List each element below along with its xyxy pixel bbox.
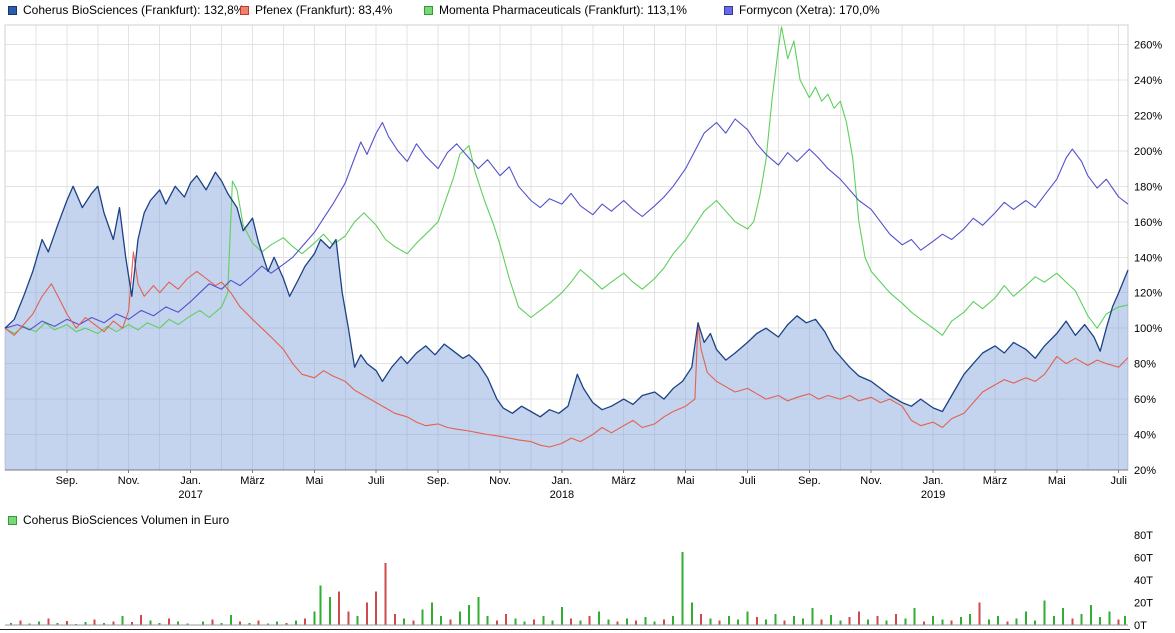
svg-text:140%: 140% xyxy=(1134,252,1162,264)
svg-text:Jan.: Jan. xyxy=(180,475,201,487)
legend-label-coherus: Coherus BioSciences (Frankfurt): 132,8% xyxy=(23,3,245,17)
svg-text:120%: 120% xyxy=(1134,288,1162,300)
svg-text:20%: 20% xyxy=(1134,465,1156,477)
series-line-pfenex xyxy=(4,251,1129,448)
svg-text:Mai: Mai xyxy=(677,475,695,487)
volume-swatch-icon xyxy=(8,515,17,525)
series-line-momenta xyxy=(4,26,1129,336)
svg-text:Sep.: Sep. xyxy=(798,475,821,487)
volume-legend-label: Coherus BioSciences Volumen in Euro xyxy=(23,513,230,527)
svg-text:Sep.: Sep. xyxy=(427,475,450,487)
legend-item-pfenex: Pfenex (Frankfurt): 83,4% xyxy=(240,3,392,17)
svg-text:Juli: Juli xyxy=(1110,475,1127,487)
svg-text:Mai: Mai xyxy=(306,475,324,487)
svg-text:200%: 200% xyxy=(1134,146,1162,158)
grid-lines xyxy=(5,25,1128,471)
svg-text:März: März xyxy=(983,475,1007,487)
price-chart[interactable]: Sep. Nov. Jan. März Mai Juli Sep. Nov. Jan. März M… xyxy=(0,0,1175,510)
pfenex-swatch-icon xyxy=(240,5,249,15)
x-axis-labels: Sep. Nov. Jan. März Mai Juli Sep. Nov. Jan. März M… xyxy=(56,470,1127,501)
svg-text:Juli: Juli xyxy=(368,475,385,487)
legend-label-momenta: Momenta Pharmaceuticals (Frankfurt): 113… xyxy=(439,3,687,17)
legend-item-formycon: Formycon (Xetra): 170,0% xyxy=(724,3,880,17)
svg-text:März: März xyxy=(240,475,264,487)
volume-legend: Coherus BioSciences Volumen in Euro xyxy=(0,513,1175,529)
svg-text:100%: 100% xyxy=(1134,323,1162,335)
legend-item-coherus: Coherus BioSciences (Frankfurt): 132,8% xyxy=(8,3,244,17)
svg-text:60%: 60% xyxy=(1134,394,1156,406)
svg-text:80T: 80T xyxy=(1134,530,1153,542)
formycon-swatch-icon xyxy=(724,5,733,15)
svg-text:40%: 40% xyxy=(1134,430,1156,442)
svg-text:Jan.: Jan. xyxy=(923,475,944,487)
svg-text:Sep.: Sep. xyxy=(56,475,79,487)
main-chart-legend: Coherus BioSciences (Frankfurt): 132,8% … xyxy=(0,3,1175,19)
svg-text:Jan.: Jan. xyxy=(552,475,573,487)
volume-chart[interactable]: 80T 60T 40T 20T 0T xyxy=(0,528,1175,633)
svg-text:0T: 0T xyxy=(1134,620,1147,632)
svg-text:180%: 180% xyxy=(1134,181,1162,193)
svg-text:60T: 60T xyxy=(1134,553,1153,565)
svg-text:2018: 2018 xyxy=(550,489,574,501)
svg-text:Mai: Mai xyxy=(1048,475,1066,487)
svg-text:2019: 2019 xyxy=(921,489,945,501)
svg-text:Nov.: Nov. xyxy=(860,475,882,487)
momenta-swatch-icon xyxy=(424,5,433,15)
legend-label-formycon: Formycon (Xetra): 170,0% xyxy=(739,3,880,17)
legend-item-momenta: Momenta Pharmaceuticals (Frankfurt): 113… xyxy=(424,3,687,17)
svg-text:2017: 2017 xyxy=(178,489,202,501)
series-line-formycon xyxy=(4,118,1129,331)
svg-text:20T: 20T xyxy=(1134,598,1153,610)
svg-text:260%: 260% xyxy=(1134,40,1162,52)
volume-axis-labels: 80T 60T 40T 20T 0T xyxy=(1134,530,1153,632)
svg-text:Nov.: Nov. xyxy=(489,475,511,487)
svg-text:Nov.: Nov. xyxy=(118,475,140,487)
series-line-coherus xyxy=(4,171,1129,418)
volume-bars xyxy=(10,551,1126,626)
svg-text:März: März xyxy=(611,475,635,487)
y-axis-labels: 20% 40% 60% 80% 100% 120% 140% 160% 180% 200% 220%… xyxy=(1134,40,1162,478)
svg-text:220%: 220% xyxy=(1134,110,1162,122)
coherus-area-fill xyxy=(5,172,1128,470)
svg-text:40T: 40T xyxy=(1134,575,1153,587)
svg-text:160%: 160% xyxy=(1134,217,1162,229)
svg-text:80%: 80% xyxy=(1134,359,1156,371)
legend-label-pfenex: Pfenex (Frankfurt): 83,4% xyxy=(255,3,393,17)
volume-legend-item: Coherus BioSciences Volumen in Euro xyxy=(8,513,229,527)
coherus-swatch-icon xyxy=(8,5,17,15)
svg-text:Juli: Juli xyxy=(739,475,756,487)
svg-text:240%: 240% xyxy=(1134,75,1162,87)
